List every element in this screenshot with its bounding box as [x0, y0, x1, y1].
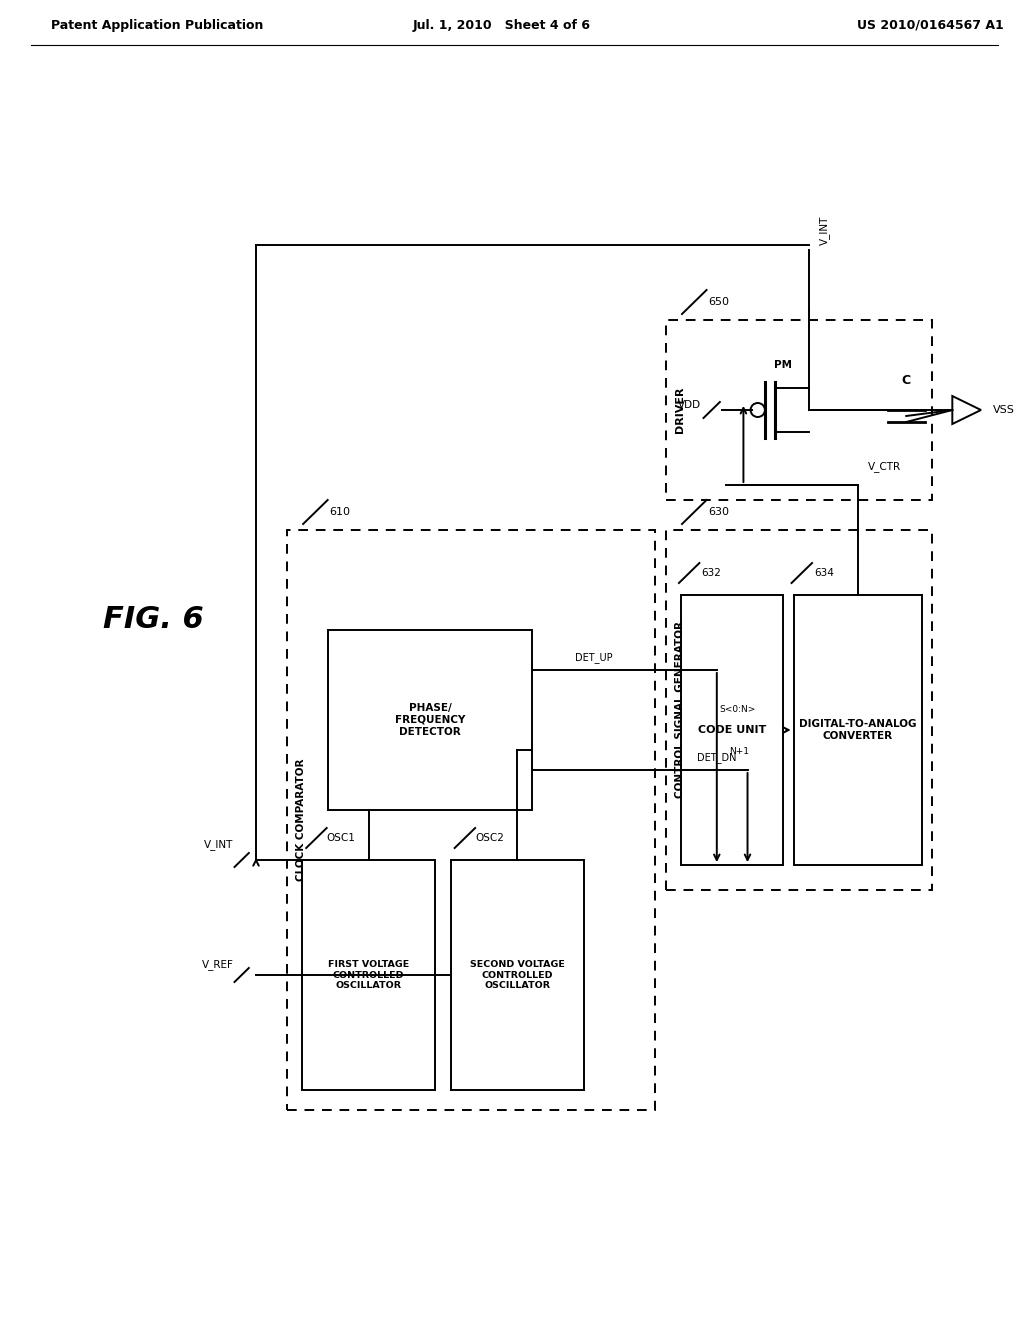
Bar — [328, 630, 532, 810]
Bar — [794, 595, 922, 865]
Text: 650: 650 — [709, 297, 729, 308]
Text: FIG. 6: FIG. 6 — [103, 606, 204, 635]
Text: CONTROL SIGNAL GENERATOR: CONTROL SIGNAL GENERATOR — [675, 622, 685, 799]
Text: DRIVER: DRIVER — [675, 387, 685, 433]
Text: C: C — [902, 374, 910, 387]
Text: VDD: VDD — [678, 400, 701, 411]
Text: Patent Application Publication: Patent Application Publication — [51, 18, 263, 32]
Bar — [451, 861, 584, 1090]
Text: VSS: VSS — [992, 405, 1015, 414]
Text: CLOCK COMPARATOR: CLOCK COMPARATOR — [296, 759, 306, 882]
Text: OSC1: OSC1 — [327, 833, 355, 843]
Text: S<0:N>: S<0:N> — [719, 705, 756, 714]
Text: 632: 632 — [701, 568, 722, 578]
Bar — [287, 531, 655, 1110]
Text: N+1: N+1 — [729, 747, 750, 756]
Text: V_INT: V_INT — [819, 215, 829, 244]
Text: DET_UP: DET_UP — [575, 652, 612, 664]
Bar — [681, 595, 783, 865]
Text: CODE UNIT: CODE UNIT — [698, 725, 766, 735]
Bar — [666, 319, 932, 500]
Text: V_REF: V_REF — [202, 960, 233, 970]
Text: 634: 634 — [814, 568, 835, 578]
Text: DET_DN: DET_DN — [697, 752, 736, 763]
Text: FIRST VOLTAGE
CONTROLLED
OSCILLATOR: FIRST VOLTAGE CONTROLLED OSCILLATOR — [328, 960, 410, 990]
Text: DIGITAL-TO-ANALOG
CONVERTER: DIGITAL-TO-ANALOG CONVERTER — [799, 719, 916, 741]
Text: PHASE/
FREQUENCY
DETECTOR: PHASE/ FREQUENCY DETECTOR — [395, 704, 465, 737]
Text: V_CTR: V_CTR — [868, 462, 901, 473]
Text: OSC2: OSC2 — [475, 833, 504, 843]
Text: V_INT: V_INT — [204, 840, 233, 850]
Text: US 2010/0164567 A1: US 2010/0164567 A1 — [857, 18, 1004, 32]
Text: Jul. 1, 2010   Sheet 4 of 6: Jul. 1, 2010 Sheet 4 of 6 — [413, 18, 591, 32]
Text: PM: PM — [774, 360, 793, 370]
Bar — [666, 531, 932, 890]
Text: 630: 630 — [709, 507, 729, 517]
Text: 610: 610 — [330, 507, 350, 517]
Bar — [302, 861, 435, 1090]
Text: SECOND VOLTAGE
CONTROLLED
OSCILLATOR: SECOND VOLTAGE CONTROLLED OSCILLATOR — [470, 960, 564, 990]
